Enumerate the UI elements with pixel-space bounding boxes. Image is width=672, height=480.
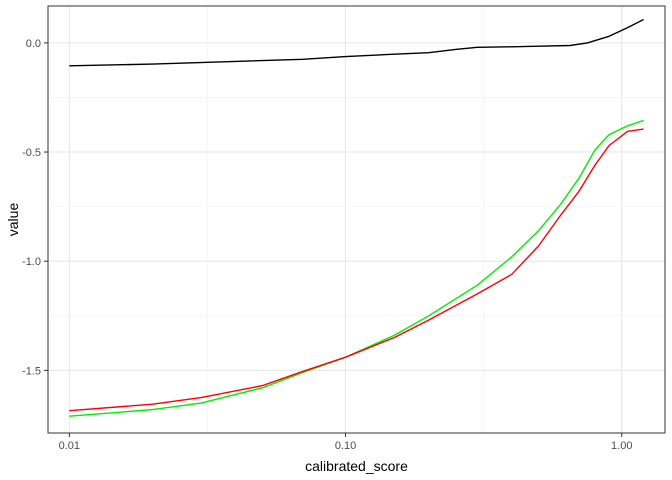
minor-grid: [48, 6, 665, 433]
x-tick-label: 0.10: [335, 440, 356, 452]
y-axis: 0.0 -0.5 -1.0 -1.5: [22, 38, 48, 377]
series-line-2: [69, 128, 644, 412]
x-axis: 0.01 0.10 1.00: [59, 433, 632, 452]
y-tick-label: -1.0: [22, 256, 41, 268]
x-axis-title: calibrated_score: [305, 458, 408, 474]
y-tick-label: -0.5: [22, 147, 41, 159]
y-tick-label: -1.5: [22, 365, 41, 377]
x-tick-label: 1.00: [611, 440, 632, 452]
plot-background: [48, 6, 665, 433]
series-layer: [69, 18, 644, 417]
y-axis-title: value: [5, 203, 21, 237]
major-grid: [48, 6, 665, 433]
x-tick-label: 0.01: [59, 440, 80, 452]
plot-border: [47, 5, 666, 434]
y-tick-label: 0.0: [26, 38, 41, 50]
series-line-0: [69, 18, 644, 67]
series-line-1: [69, 119, 644, 417]
